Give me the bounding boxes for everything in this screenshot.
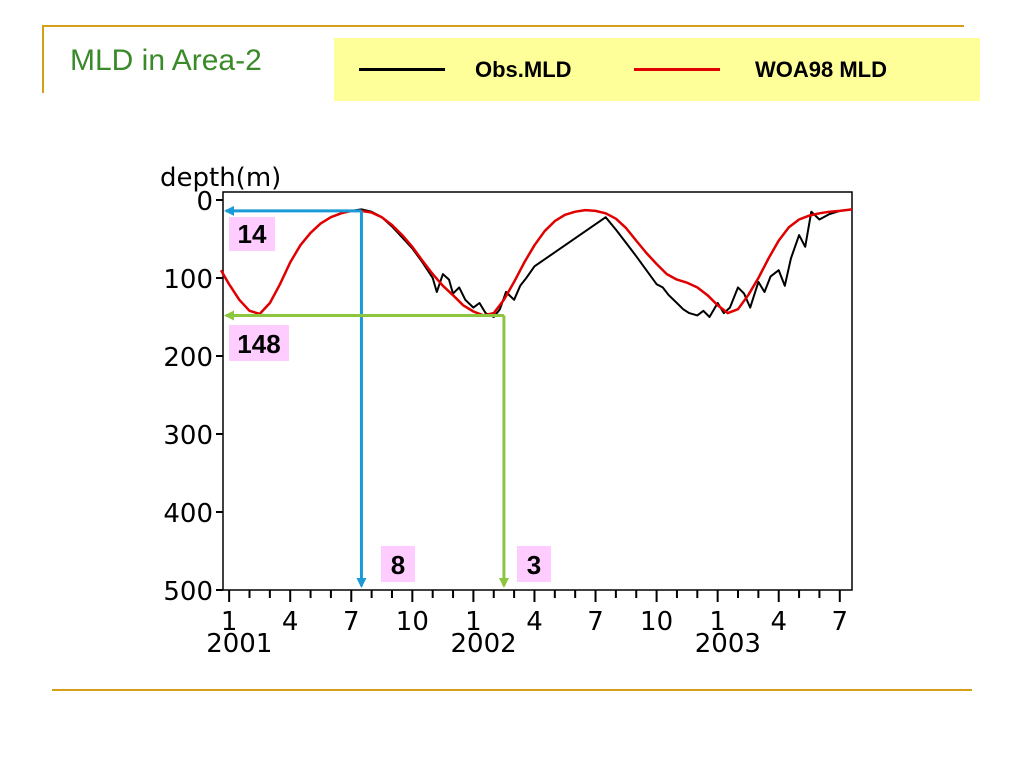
y-axis-label: depth(m): [160, 163, 281, 193]
y-tick-label-0: 0: [196, 187, 213, 217]
callout-label-148: 148: [237, 329, 280, 359]
legend-label-woa98: WOA98 MLD: [755, 57, 887, 82]
series-line-woa98-mld: [219, 208, 853, 317]
plot-frame: [222, 191, 853, 591]
y-tick-label-400: 400: [163, 499, 213, 529]
x-tick-label-25: 1: [709, 607, 726, 637]
callout-box-14: [229, 217, 275, 251]
y-tick-label-300: 300: [163, 421, 213, 451]
callout-box-3: [517, 546, 551, 582]
callout-label-14: 14: [238, 219, 267, 249]
series-line-obs-mld: [351, 208, 841, 318]
callout-label-8: 8: [391, 550, 405, 580]
year-label-2003: 2003: [695, 629, 761, 659]
x-tick-label-10: 10: [396, 607, 429, 637]
x-tick-label-1: 1: [221, 607, 238, 637]
y-tick-label-500: 500: [163, 577, 213, 607]
year-label-2002: 2002: [450, 629, 516, 659]
top-rule: [42, 25, 964, 27]
x-tick-label-28: 4: [770, 607, 787, 637]
x-tick-label-19: 7: [587, 607, 604, 637]
slide-title: MLD in Area-2: [70, 44, 262, 77]
callout-box-148: [229, 325, 289, 361]
legend-label-obs: Obs.MLD: [475, 57, 572, 82]
x-tick-label-13: 1: [465, 607, 482, 637]
x-tick-label-31: 7: [832, 607, 849, 637]
y-tick-label-200: 200: [163, 343, 213, 373]
legend-line-woa98: [634, 68, 720, 71]
legend-line-obs: [359, 68, 445, 71]
y-tick-label-100: 100: [163, 265, 213, 295]
bottom-rule: [52, 689, 972, 691]
left-rule: [42, 25, 44, 93]
legend: Obs.MLD WOA98 MLD: [334, 38, 980, 101]
x-tick-label-22: 10: [640, 607, 673, 637]
x-tick-label-4: 4: [282, 607, 299, 637]
x-tick-label-16: 4: [526, 607, 543, 637]
year-label-2001: 2001: [206, 629, 272, 659]
callout-box-8: [381, 546, 415, 582]
callout-label-3: 3: [527, 550, 541, 580]
x-tick-label-7: 7: [343, 607, 360, 637]
